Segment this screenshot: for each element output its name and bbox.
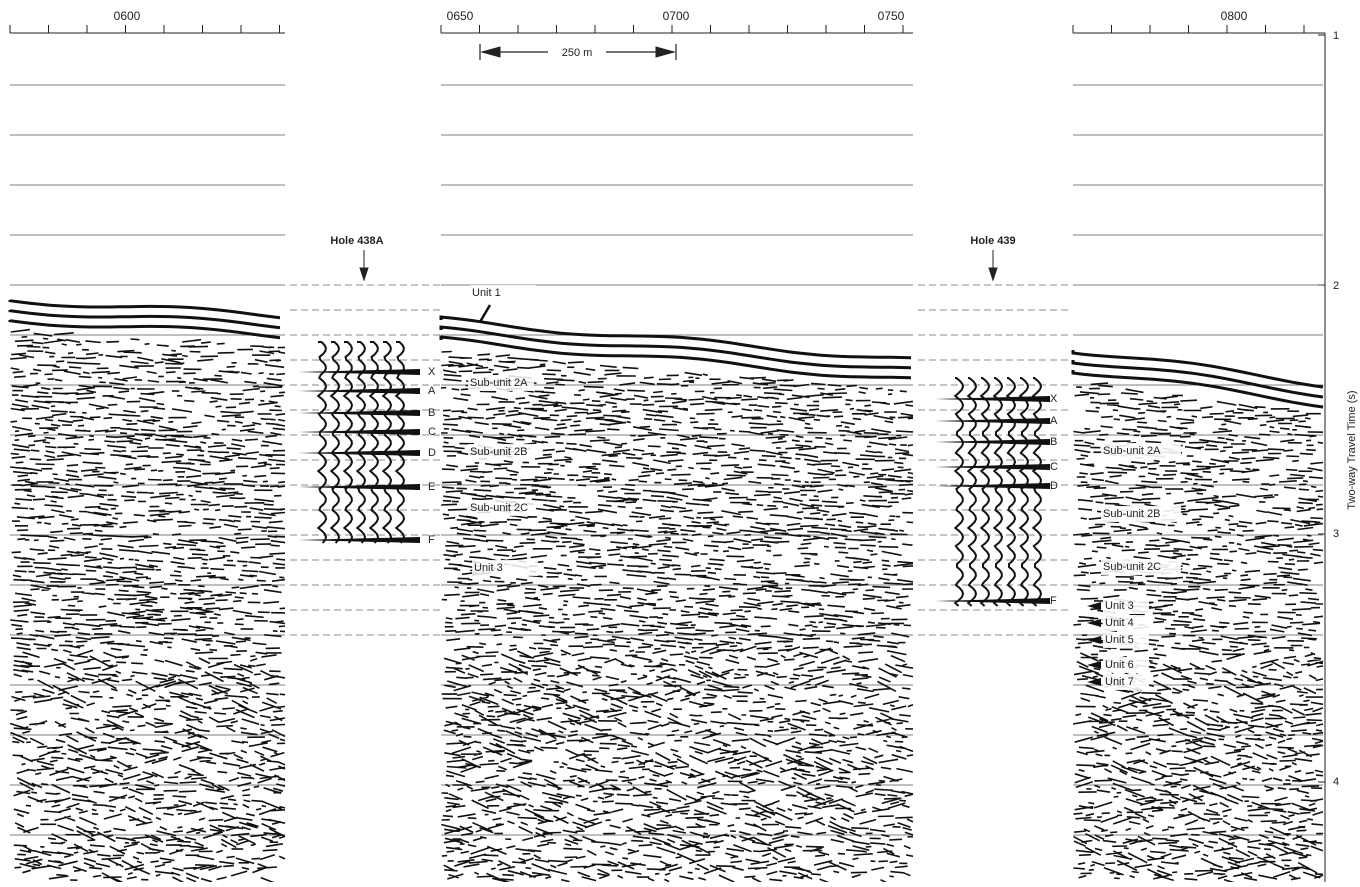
unit-label: Sub-unit 2C [1103, 561, 1161, 573]
hole-arrows [360, 250, 997, 280]
unit-label: Sub-unit 2A [470, 377, 528, 389]
time-label: 0650 [447, 9, 474, 23]
reflector-label: C [1050, 461, 1058, 473]
page: 0600 0650 0700 0750 0800 250 m Hole 438A… [0, 0, 1360, 882]
reflector-spike [935, 418, 1050, 424]
reflector-label: B [1050, 436, 1057, 448]
reflector-label: A [428, 385, 436, 397]
seafloor [10, 300, 280, 338]
reflector-label: E [428, 481, 435, 493]
hole-label: Hole 439 [970, 235, 1015, 247]
unit-label: Sub-unit 2C [470, 502, 528, 514]
reflector-spike [935, 483, 1050, 489]
unit-label: Unit 1 [472, 287, 501, 299]
unit-label: Sub-unit 2B [470, 446, 527, 458]
unit-label: Unit 3 [474, 562, 503, 574]
unit-label: Unit 3 [1105, 600, 1134, 612]
reflector-spike [935, 464, 1050, 470]
unit-label: Unit 7 [1105, 676, 1134, 688]
hole-label: Hole 438A [330, 235, 383, 247]
axis-title: Two-way Travel Time (s) [1346, 390, 1358, 509]
unit-label: Sub-unit 2B [1103, 508, 1160, 520]
unit-label: Unit 6 [1105, 659, 1134, 671]
unit-label: Sub-unit 2A [1103, 445, 1161, 457]
reflector-label: C [428, 426, 436, 438]
time-label: 0750 [878, 9, 905, 23]
reflector-label: B [428, 407, 435, 419]
reflector-label: A [1050, 415, 1058, 427]
y-tick-label: 3 [1333, 528, 1339, 540]
reflector-spike [935, 439, 1050, 445]
reflector-label: F [428, 534, 435, 546]
seafloor [1073, 350, 1323, 407]
y-tick-label: 2 [1333, 280, 1339, 292]
reflector-label: X [1050, 393, 1058, 405]
reflector-spike [298, 369, 420, 375]
reflector-label: X [428, 366, 436, 378]
y-tick-label: 1 [1333, 30, 1339, 42]
time-label: 0700 [663, 9, 690, 23]
seafloor [441, 317, 911, 378]
reflector-spike [298, 537, 420, 543]
unit-arrow [480, 305, 490, 322]
time-label: 0600 [114, 9, 141, 23]
reflector-label: D [428, 447, 436, 459]
reflector-label: F [1050, 595, 1057, 607]
seismic-figure: 0600 0650 0700 0750 0800 250 m Hole 438A… [0, 0, 1360, 882]
reflector-spike [935, 396, 1050, 402]
unit-label: Unit 5 [1105, 634, 1134, 646]
scale-label: 250 m [562, 47, 593, 59]
y-tick-label: 4 [1333, 776, 1339, 788]
seismic-texture [441, 352, 913, 883]
time-label: 0800 [1221, 9, 1248, 23]
reflector-spike [935, 598, 1050, 604]
seismic-texture [10, 330, 285, 882]
reflector-label: D [1050, 480, 1058, 492]
unit-label: Unit 4 [1105, 617, 1134, 629]
synthetic-seismogram [955, 378, 1041, 606]
